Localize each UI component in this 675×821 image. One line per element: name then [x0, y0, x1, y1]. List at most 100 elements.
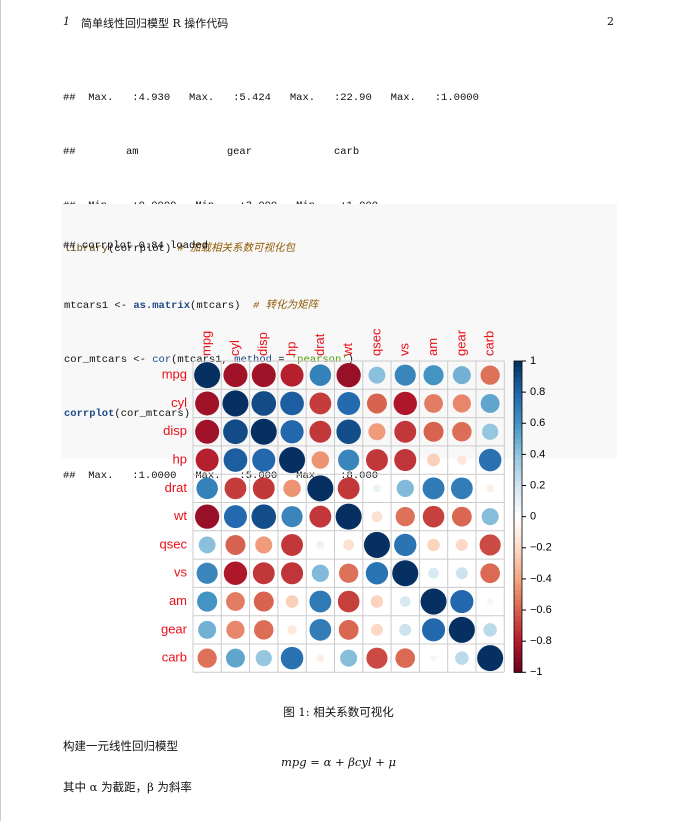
code-line: mtcars1 <- as.matrix(mtcars) # 转化为矩阵	[64, 297, 617, 315]
corr-circle	[198, 620, 217, 639]
corr-circle	[194, 362, 221, 389]
colorbar-segment	[514, 656, 522, 663]
colorbar-segment	[514, 599, 522, 606]
code-token: 'pearson'	[290, 354, 348, 366]
colorbar-tick-label: −0.2	[530, 542, 552, 554]
colorbar-segment	[514, 438, 522, 445]
corr-circle	[392, 560, 419, 587]
row-label: drat	[165, 480, 188, 495]
colorbar-tick-label: 0	[530, 511, 536, 523]
column-label: cyl	[227, 340, 242, 356]
colorbar-segment	[514, 578, 522, 585]
output-line: ## Max. :4.930 Max. :5.424 Max. :22.90 M…	[63, 92, 479, 104]
corr-circle	[366, 393, 387, 414]
colorbar-segment	[514, 651, 522, 658]
corr-circle	[281, 562, 304, 585]
corr-circle	[399, 623, 412, 636]
corr-circle	[395, 506, 415, 527]
corr-circle	[428, 567, 439, 579]
corr-circle	[394, 449, 417, 472]
corr-circle	[337, 477, 360, 500]
colorbar-tick-label: 0.6	[530, 417, 545, 429]
code-token: (corrplot)	[108, 243, 178, 255]
corr-circle	[309, 420, 332, 443]
code-token: )	[347, 354, 354, 366]
colorbar-segment	[514, 667, 522, 673]
colorbar-segment	[514, 412, 522, 419]
code-token: (cor_mtcars)	[114, 408, 191, 420]
colorbar-segment	[514, 568, 522, 575]
colorbar-segment	[514, 428, 522, 435]
section-number: 1	[63, 15, 70, 28]
column-label: am	[425, 338, 440, 356]
corr-circle	[223, 561, 248, 585]
corr-circle	[195, 419, 220, 444]
corr-circle	[337, 590, 360, 613]
corr-circle	[337, 391, 361, 415]
row-label: gear	[161, 621, 188, 636]
code-token: (mtcars1,	[171, 354, 235, 366]
corr-circle	[480, 563, 500, 584]
row-label: disp	[163, 423, 187, 438]
corr-circle	[338, 563, 359, 583]
corr-circle	[427, 538, 440, 552]
corr-circle	[250, 418, 277, 445]
corr-circle	[457, 455, 467, 465]
corr-circle	[281, 533, 304, 556]
colorbar-segment	[514, 464, 522, 471]
corr-circle	[316, 654, 325, 663]
code-comment: # 转化为矩阵	[253, 300, 319, 312]
column-label: vs	[397, 343, 412, 357]
corr-circle	[486, 598, 494, 605]
colorbar-segment	[514, 361, 522, 367]
row-label: cyl	[171, 395, 187, 410]
colorbar-tick-label: 0.4	[530, 448, 545, 460]
row-label: vs	[174, 565, 188, 580]
figure-caption: 图 1: 相关系数可视化	[283, 705, 394, 719]
corr-circle	[370, 623, 383, 636]
corr-circle	[287, 625, 297, 635]
column-label: hp	[283, 342, 298, 356]
code-token: cor	[152, 354, 172, 366]
colorbar-segment	[514, 469, 522, 476]
code-line: corrplot(cor_mtcars)	[64, 405, 617, 423]
corr-circle	[366, 647, 388, 669]
paragraph: 其中 α 为截距，β 为斜率	[63, 780, 192, 794]
corr-circle	[336, 419, 361, 445]
corr-circle	[311, 451, 330, 469]
column-label: disp	[255, 332, 270, 356]
colorbar-segment	[514, 511, 522, 518]
corr-circle	[486, 484, 495, 493]
corr-circle	[340, 649, 358, 667]
corr-circle	[309, 392, 332, 415]
corr-circle	[255, 536, 273, 554]
colorbar-tick-label: 0.8	[530, 386, 545, 398]
corr-circle	[452, 394, 471, 413]
corr-circle	[452, 422, 472, 442]
corr-circle	[225, 534, 246, 555]
colorbar-segment	[514, 407, 522, 414]
colorbar-segment	[514, 552, 522, 559]
corr-circle	[336, 363, 361, 388]
corr-circle	[479, 534, 501, 556]
colorbar-segment	[514, 620, 522, 627]
corr-circle	[251, 363, 276, 388]
corr-circle	[451, 506, 472, 527]
corr-circle	[222, 390, 249, 417]
corr-circle	[482, 423, 499, 440]
corr-circle	[195, 504, 220, 529]
colorbar-segment	[514, 459, 522, 466]
corr-circle	[394, 533, 417, 557]
colorbar-segment	[514, 635, 522, 642]
code-token: method	[234, 354, 272, 366]
colorbar-segment	[514, 542, 522, 549]
colorbar-segment	[514, 386, 522, 393]
colorbar-segment	[514, 475, 522, 481]
corr-circle	[477, 645, 504, 672]
corr-circle	[365, 562, 389, 585]
colorbar-tick-label: −1	[530, 666, 543, 678]
corr-circle	[252, 477, 275, 500]
column-label: carb	[482, 331, 497, 356]
colorbar-segment	[514, 397, 522, 404]
corr-circle	[252, 562, 275, 585]
